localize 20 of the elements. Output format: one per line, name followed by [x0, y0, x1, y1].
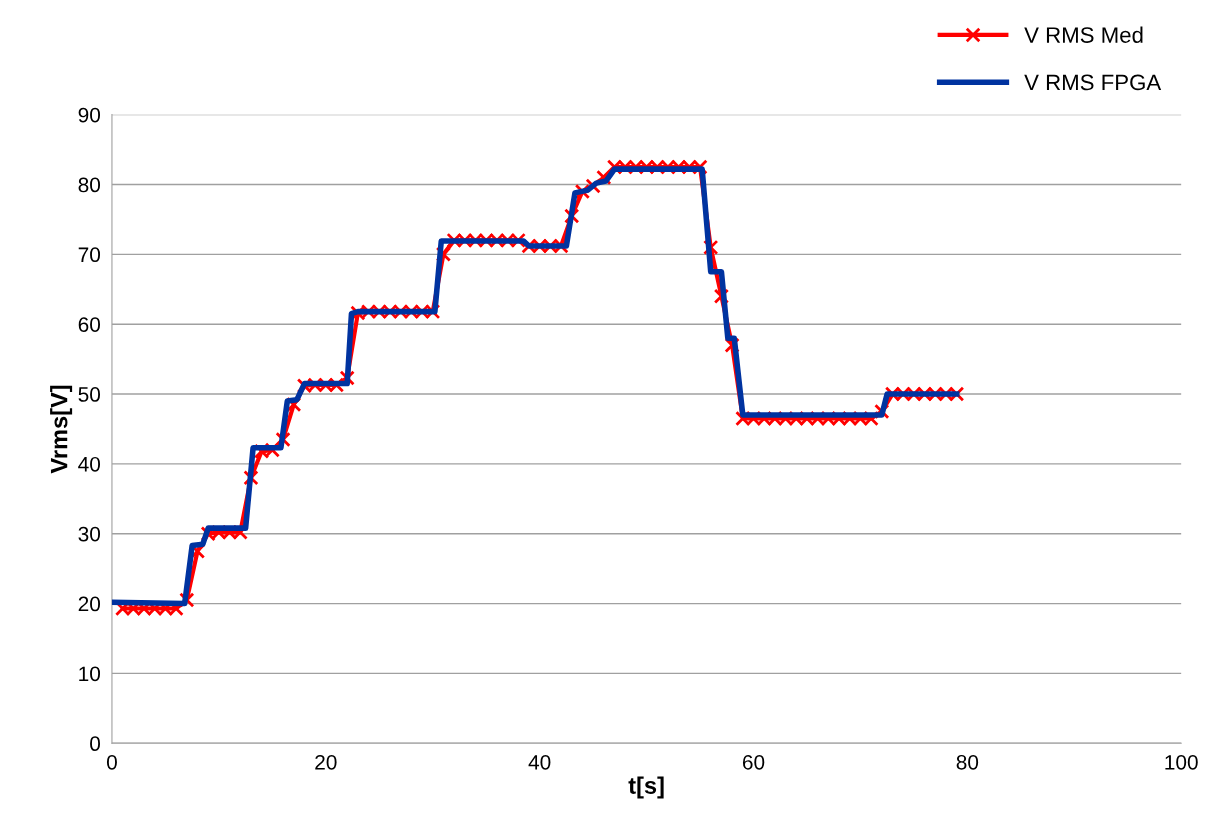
y-tick-label: 80 — [78, 177, 101, 193]
legend-label: V RMS Med — [1024, 26, 1143, 43]
y-tick-label: 10 — [79, 666, 101, 682]
x-tick-label: 100 — [1165, 754, 1198, 770]
legend-label: V RMS FPGA — [1024, 74, 1162, 91]
x-tick-label: 40 — [528, 754, 551, 770]
y-tick-label: 50 — [78, 387, 101, 402]
x-tick-label: 0 — [106, 754, 117, 770]
x-tick-label: 80 — [956, 754, 979, 770]
y-tick-label: 60 — [78, 317, 101, 332]
x-tick-label: 60 — [742, 754, 765, 770]
y-tick-label: 90 — [78, 107, 101, 123]
x-axis-title: t[s] — [628, 776, 664, 799]
y-tick-label: 40 — [78, 456, 101, 472]
y-tick-label: 0 — [90, 736, 101, 752]
x-tick-label: 20 — [315, 754, 337, 770]
y-tick-label: 20 — [78, 596, 101, 612]
y-tick-label: 70 — [78, 247, 101, 263]
y-axis-title: Vrms[V] — [50, 385, 73, 474]
y-tick-label: 30 — [78, 526, 101, 542]
